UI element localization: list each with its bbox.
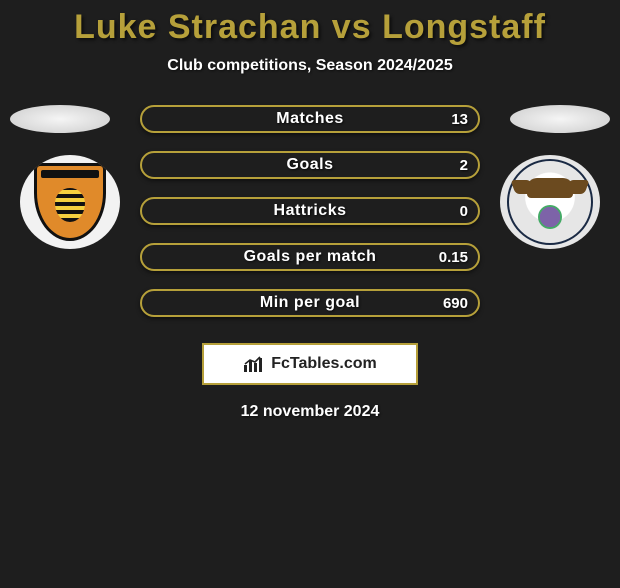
brand-text: FcTables.com	[271, 355, 377, 373]
stat-right-value: 0	[460, 203, 468, 220]
stat-bar: Goals per match 0.15	[140, 243, 480, 271]
stat-right-value: 0.15	[439, 249, 468, 266]
stat-bar: Min per goal 690	[140, 289, 480, 317]
player-left-club-crest	[20, 155, 120, 249]
stat-right-value: 13	[451, 111, 468, 128]
stat-label: Goals per match	[244, 248, 377, 266]
stat-bar: Hattricks 0	[140, 197, 480, 225]
comparison-subtitle: Club competitions, Season 2024/2025	[0, 57, 620, 75]
comparison-date: 12 november 2024	[0, 403, 620, 421]
stat-label: Goals	[287, 156, 334, 174]
stat-right-value: 690	[443, 295, 468, 312]
player-left-photo-placeholder	[10, 105, 110, 133]
bar-chart-icon	[243, 355, 265, 373]
comparison-main: Matches 13 Goals 2 Hattricks 0 Goals per match…	[0, 105, 620, 317]
stat-bar: Matches 13	[140, 105, 480, 133]
comparison-title: Luke Strachan vs Longstaff	[0, 8, 620, 47]
stat-label: Min per goal	[260, 294, 360, 312]
stat-label: Hattricks	[274, 202, 347, 220]
player-right-photo-placeholder	[510, 105, 610, 133]
stat-bar: Goals 2	[140, 151, 480, 179]
player-right-club-crest	[500, 155, 600, 249]
stat-label: Matches	[276, 110, 344, 128]
stats-bars: Matches 13 Goals 2 Hattricks 0 Goals per match…	[140, 105, 480, 317]
brand-badge[interactable]: FcTables.com	[202, 343, 418, 385]
stat-right-value: 2	[460, 157, 468, 174]
